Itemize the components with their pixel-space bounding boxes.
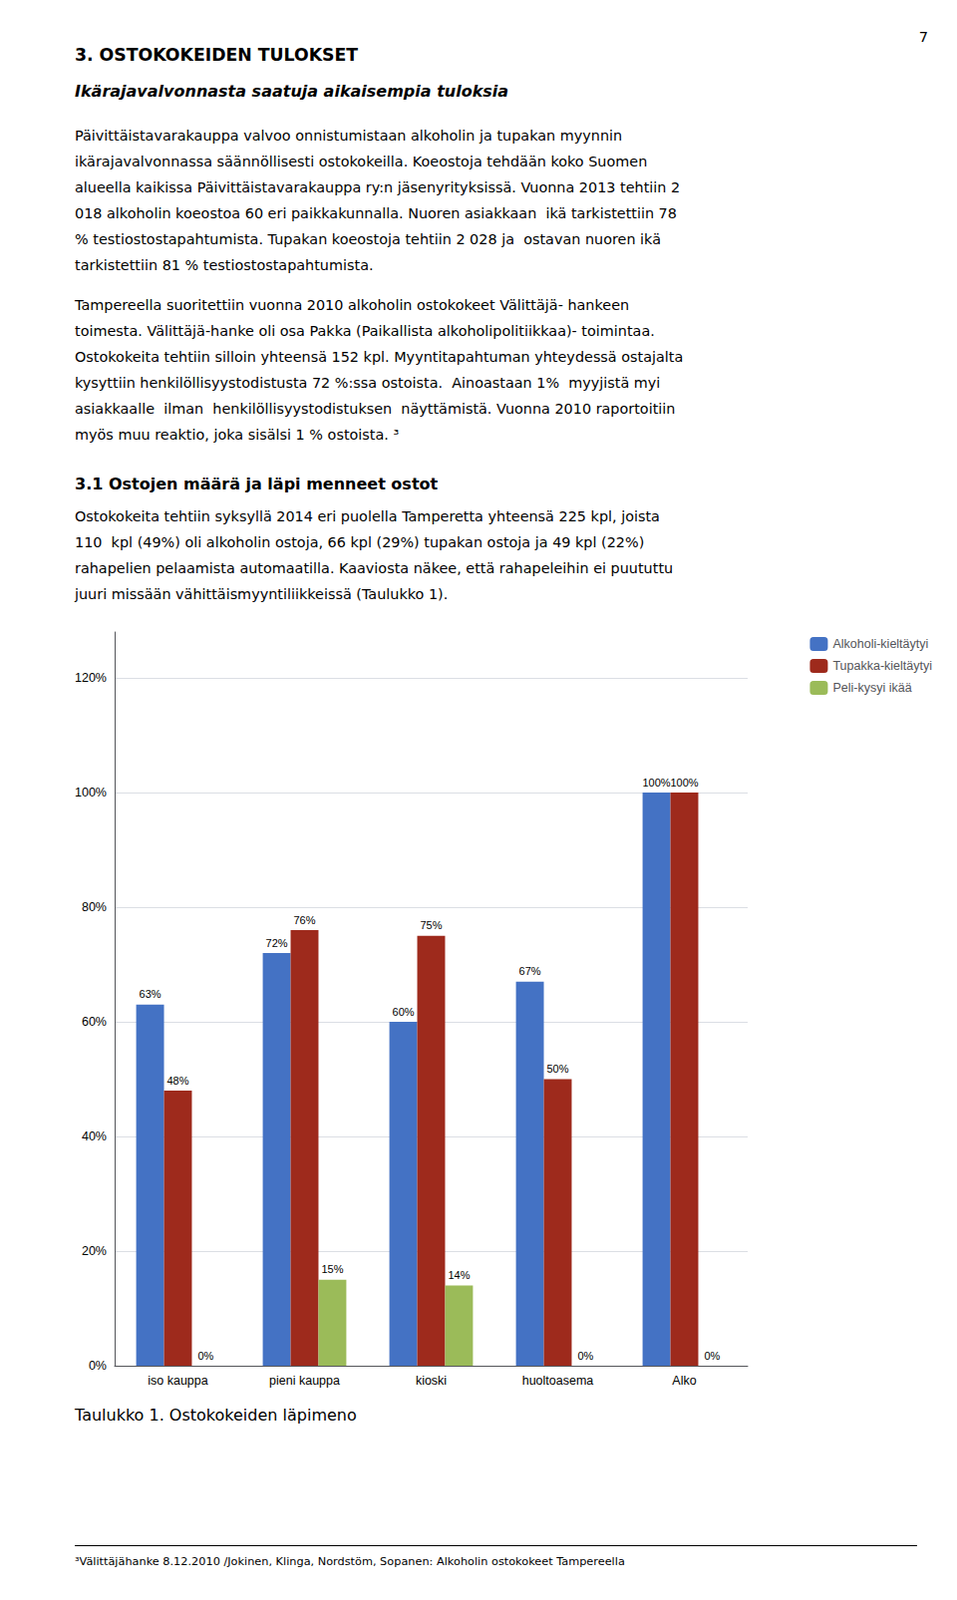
html-text:Tampereella suoritettiin vuonn: Tampereella suoritettiin vuonna 2010 alk… bbox=[74, 297, 630, 314]
svg-text:100%: 100% bbox=[641, 776, 670, 789]
html-text:ikärajavalvonnassa säännöllise: ikärajavalvonnassa säännöllisesti ostoko… bbox=[74, 153, 648, 170]
svg-text:76%: 76% bbox=[293, 914, 316, 927]
html-text:3. OSTOKOKEIDEN TULOKSET: 3. OSTOKOKEIDEN TULOKSET bbox=[74, 44, 358, 65]
svg-text:0%: 0% bbox=[703, 1349, 720, 1362]
svg-text:50%: 50% bbox=[546, 1062, 569, 1075]
svg-text:kioski: kioski bbox=[415, 1373, 447, 1388]
html-text:Päivittäistavarakauppa valvoo: Päivittäistavarakauppa valvoo onnistumis… bbox=[74, 127, 623, 144]
svg-text:20%: 20% bbox=[81, 1244, 107, 1259]
svg-text:40%: 40% bbox=[81, 1129, 107, 1144]
html-text:Ostokokeita tehtiin silloin yh: Ostokokeita tehtiin silloin yhteensä 152… bbox=[74, 348, 684, 365]
svg-text:75%: 75% bbox=[419, 919, 442, 932]
svg-text:120%: 120% bbox=[74, 670, 107, 685]
svg-text:67%: 67% bbox=[519, 964, 542, 977]
svg-text:15%: 15% bbox=[320, 1263, 343, 1276]
svg-text:80%: 80% bbox=[81, 900, 107, 915]
svg-text:huoltoasema: huoltoasema bbox=[522, 1373, 595, 1388]
svg-text:Peli-kysyi ikää: Peli-kysyi ikää bbox=[832, 680, 912, 695]
svg-text:0%: 0% bbox=[88, 1358, 107, 1373]
svg-text:iso kauppa: iso kauppa bbox=[147, 1373, 209, 1388]
svg-text:pieni kauppa: pieni kauppa bbox=[269, 1373, 340, 1388]
html-text:³Välittäjähanke 8.12.2010 /Jok: ³Välittäjähanke 8.12.2010 /Jokinen, Klin… bbox=[74, 1555, 625, 1569]
svg-text:Alko: Alko bbox=[671, 1373, 696, 1388]
html-text:rahapelien pelaamista automaat: rahapelien pelaamista automaatilla. Kaav… bbox=[74, 560, 674, 577]
html-text:Ostokokeita tehtiin syksyllä 2: Ostokokeita tehtiin syksyllä 2014 eri pu… bbox=[74, 508, 660, 525]
html-text:110 kpl (49%) oli alkoholin os: 110 kpl (49%) oli alkoholin ostoja, 66 k… bbox=[74, 534, 645, 551]
svg-text:60%: 60% bbox=[392, 1005, 415, 1018]
html-text:alueella kaikissa Päivittäista: alueella kaikissa Päivittäistavarakauppa… bbox=[74, 179, 681, 196]
html-text:tarkistettiin 81 % testiostost: tarkistettiin 81 % testiostostapahtumist… bbox=[74, 257, 374, 274]
html-text:3.1 Ostojen määrä ja läpi menn: 3.1 Ostojen määrä ja läpi menneet ostot bbox=[74, 474, 438, 494]
svg-text:60%: 60% bbox=[81, 1014, 107, 1029]
html-text:asiakkaalle ilman henkilöllisy: asiakkaalle ilman henkilöllisyystodistuk… bbox=[74, 400, 676, 417]
svg-text:100%: 100% bbox=[74, 785, 107, 800]
svg-text:0%: 0% bbox=[197, 1349, 214, 1362]
html-text:018 alkoholin koeostoa 60 eri: 018 alkoholin koeostoa 60 eri paikkakunn… bbox=[74, 205, 677, 222]
svg-text:48%: 48% bbox=[166, 1074, 189, 1087]
html-text:Taulukko 1. Ostokokeiden läpim: Taulukko 1. Ostokokeiden läpimeno bbox=[74, 1405, 357, 1425]
html-text:kysyttiin henkilöllisyystodist: kysyttiin henkilöllisyystodistusta 72 %:… bbox=[74, 374, 661, 391]
html-text:juuri missään vähittäismyyntil: juuri missään vähittäismyyntiliikkeissä … bbox=[74, 586, 448, 603]
svg-text:72%: 72% bbox=[266, 937, 289, 950]
svg-text:14%: 14% bbox=[447, 1269, 470, 1281]
svg-text:Tupakka-kieltäytyi: Tupakka-kieltäytyi bbox=[832, 658, 933, 673]
svg-text:Alkoholi-kieltäytyi: Alkoholi-kieltäytyi bbox=[832, 637, 929, 651]
html-text:% testiostostapahtumista. Tupa: % testiostostapahtumista. Tupakan koeost… bbox=[74, 231, 661, 248]
html-text:toimesta. Välittäjä-hanke oli: toimesta. Välittäjä-hanke oli osa Pakka … bbox=[74, 322, 655, 339]
svg-text:0%: 0% bbox=[577, 1349, 594, 1362]
html-text:myös muu reaktio, joka sisälsi: myös muu reaktio, joka sisälsi 1 % ostoi… bbox=[74, 426, 399, 443]
svg-text:63%: 63% bbox=[139, 987, 162, 1000]
html-text:Ikärajavalvonnasta saatuja aik: Ikärajavalvonnasta saatuja aikaisempia t… bbox=[74, 81, 509, 101]
svg-text:100%: 100% bbox=[669, 776, 698, 789]
html-text:7: 7 bbox=[918, 27, 929, 45]
